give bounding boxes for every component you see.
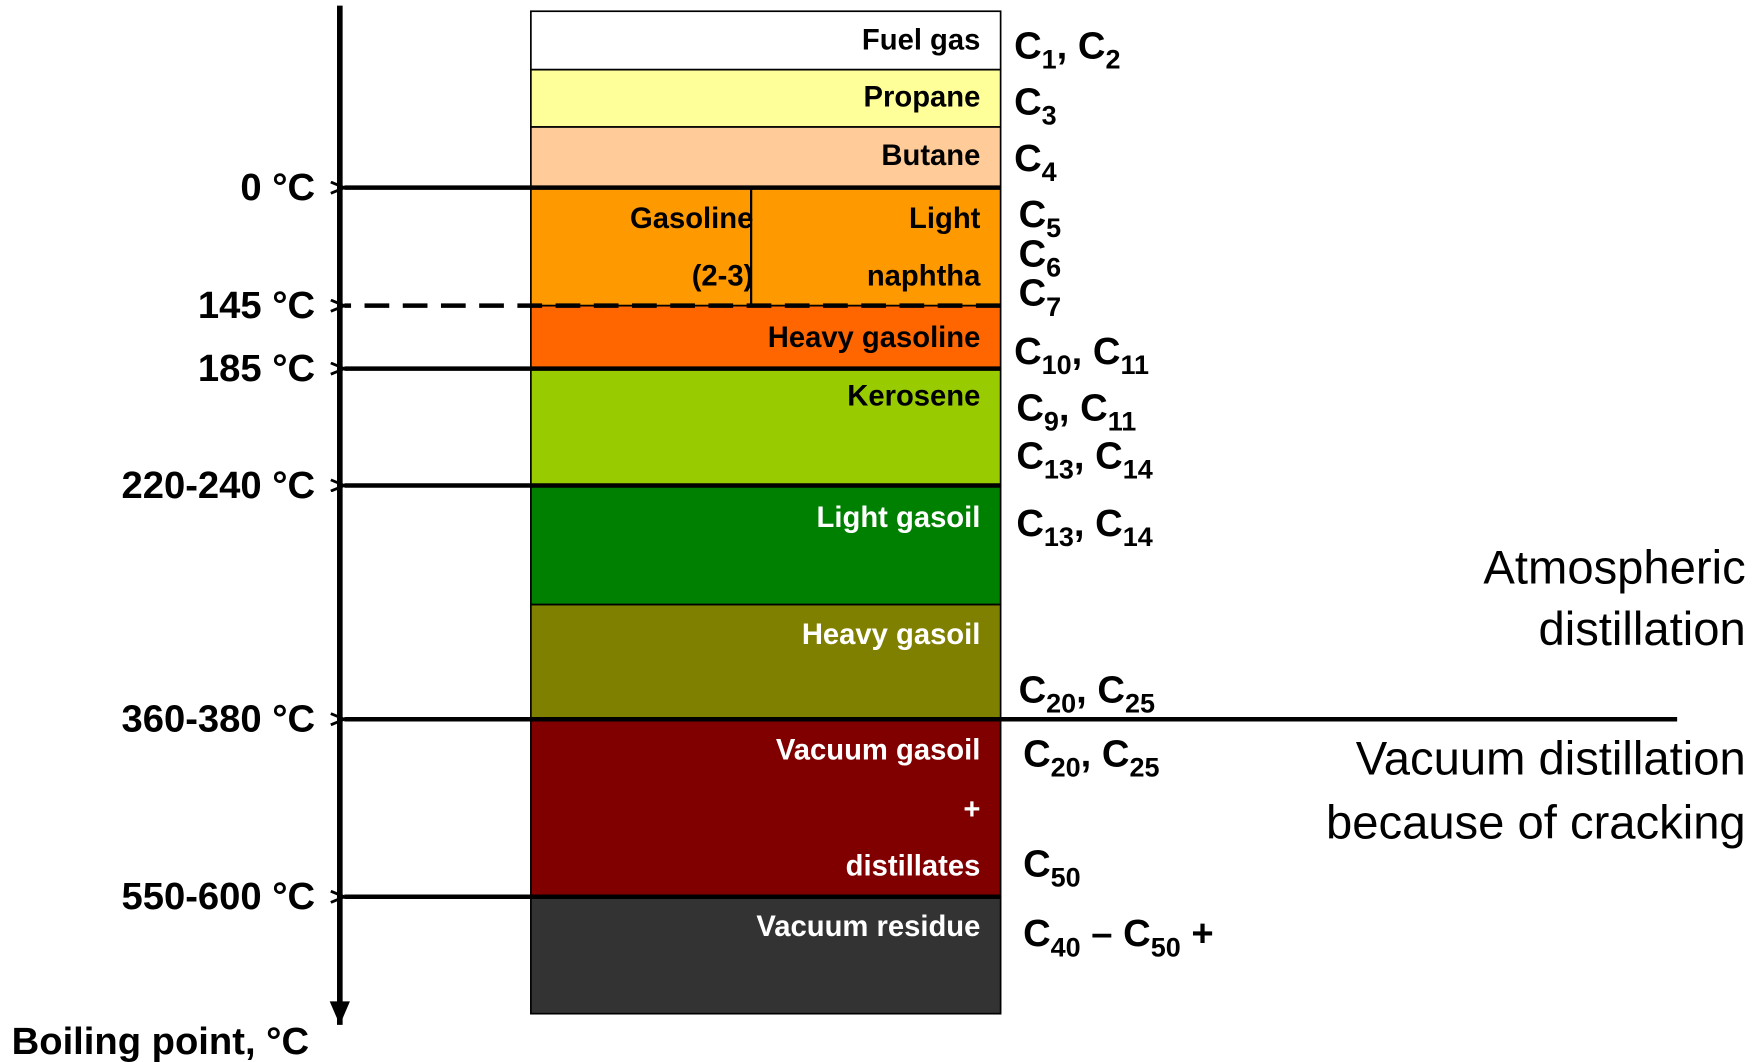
fraction-label: Light gasoil	[817, 502, 981, 534]
carbon-subscript: 10	[1042, 350, 1072, 380]
carbon-text: C	[1014, 330, 1042, 373]
fraction-label: +	[963, 794, 980, 826]
carbon-subscript: 3	[1042, 101, 1057, 131]
carbon-subscript: 5	[1046, 213, 1061, 243]
fraction-column	[530, 10, 1002, 1015]
fraction-label: distillates	[846, 850, 981, 882]
carbon-label: C4	[1014, 137, 1057, 187]
carbon-label: C1, C2	[1014, 24, 1120, 74]
fraction-label: Propane	[864, 82, 981, 114]
temperature-label: 550-600 °C	[121, 875, 315, 918]
fraction-label: Heavy gasoline	[768, 322, 981, 354]
carbon-text: , C	[1057, 24, 1106, 67]
carbon-text: , C	[1081, 732, 1130, 775]
carbon-text: , C	[1074, 435, 1123, 478]
fraction-block	[530, 367, 1002, 487]
carbon-subscript: 14	[1123, 522, 1153, 552]
vacuum-label: Vacuum distillation	[1356, 732, 1746, 785]
carbon-text: C	[1019, 193, 1047, 236]
fraction-block	[530, 895, 1002, 1015]
fraction-label: Heavy gasoil	[802, 619, 981, 651]
carbon-label: C13, C14	[1016, 502, 1152, 552]
temperature-label: 185 °C	[198, 347, 315, 390]
fraction-label: naphtha	[867, 260, 981, 292]
carbon-text: , C	[1072, 330, 1121, 373]
fraction-block	[530, 185, 1002, 307]
fraction-label: Fuel gas	[862, 24, 980, 56]
carbon-text: , C	[1074, 502, 1123, 545]
carbon-subscript: 25	[1125, 688, 1155, 718]
fraction-label: Kerosene	[847, 381, 980, 413]
carbon-label: C13, C14	[1016, 435, 1152, 485]
carbon-subscript: 11	[1120, 350, 1149, 380]
carbon-label: C3	[1014, 81, 1057, 131]
carbon-subscript: 13	[1044, 522, 1074, 552]
carbon-subscript: 20	[1051, 753, 1081, 783]
axis-title: Boiling point, °C	[12, 1020, 309, 1062]
carbon-text: C	[1023, 732, 1051, 775]
fraction-block	[530, 603, 1002, 721]
carbon-subscript: 50	[1051, 863, 1081, 893]
carbon-subscript: 1	[1042, 45, 1057, 75]
carbon-subscript: 4	[1042, 157, 1057, 187]
fraction-label: Vacuum gasoil	[776, 735, 981, 767]
vacuum-label: because of cracking	[1326, 796, 1746, 849]
carbon-text: C	[1019, 272, 1047, 315]
carbon-text: C	[1016, 386, 1044, 429]
carbon-text: C	[1019, 232, 1047, 275]
carbon-subscript: 50	[1151, 932, 1181, 962]
carbon-subscript: 9	[1044, 406, 1059, 436]
fraction-label: (2-3)	[692, 260, 754, 292]
carbon-label: C9, C11	[1016, 386, 1136, 436]
carbon-subscript: 13	[1044, 455, 1074, 485]
carbon-label: C40 – C50 +	[1023, 912, 1214, 962]
carbon-subscript: 6	[1046, 252, 1061, 282]
carbon-label: C20, C25	[1019, 668, 1155, 718]
carbon-subscript: 7	[1046, 292, 1061, 322]
fraction-label: Vacuum residue	[756, 911, 980, 943]
carbon-text: C	[1014, 81, 1042, 124]
fraction-block	[530, 126, 1002, 188]
atmospheric-label: distillation	[1538, 603, 1745, 656]
carbon-label: C20, C25	[1023, 732, 1159, 782]
carbon-text: +	[1181, 912, 1214, 955]
carbon-text: C	[1014, 24, 1042, 67]
carbon-text: – C	[1081, 912, 1151, 955]
atmospheric-label: Atmospheric	[1483, 541, 1745, 594]
fraction-label: Butane	[881, 140, 980, 172]
fraction-label: Light	[909, 203, 981, 235]
carbon-subscript: 25	[1129, 753, 1159, 783]
carbon-subscript: 20	[1046, 688, 1076, 718]
carbon-text: C	[1016, 502, 1044, 545]
carbon-text: C	[1023, 912, 1051, 955]
labels: Fuel gas Propane Butane Light naphtha Heavy g…	[121, 24, 1745, 962]
fraction-block	[530, 10, 1002, 71]
carbon-label: C6	[1019, 232, 1062, 282]
temperature-label: 220-240 °C	[121, 464, 315, 507]
carbon-label: C7	[1019, 272, 1062, 322]
carbon-text: , C	[1059, 386, 1108, 429]
carbon-text: , C	[1076, 668, 1125, 711]
carbon-subscript: 40	[1051, 932, 1081, 962]
carbon-label: C10, C11	[1014, 330, 1149, 380]
temperature-label: 145 °C	[198, 284, 315, 327]
carbon-text: C	[1019, 668, 1047, 711]
temperature-label: 360-380 °C	[121, 698, 315, 741]
fraction-label: Gasoline	[630, 203, 753, 235]
carbon-subscript: 11	[1108, 406, 1137, 436]
carbon-subscript: 14	[1123, 455, 1153, 485]
carbon-label: C5	[1019, 193, 1062, 243]
carbon-text: C	[1016, 435, 1044, 478]
carbon-text: C	[1014, 137, 1042, 180]
carbon-subscript: 2	[1105, 45, 1120, 75]
fraction-block	[530, 68, 1002, 128]
carbon-label: C50	[1023, 843, 1081, 893]
carbon-text: C	[1023, 843, 1051, 886]
temperature-label: 0 °C	[240, 166, 315, 209]
